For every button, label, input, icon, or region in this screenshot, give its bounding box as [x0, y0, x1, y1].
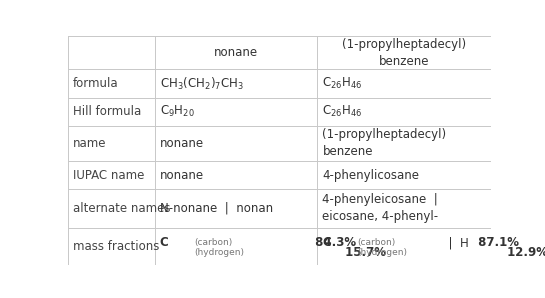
Text: (1-propylheptadecyl)
benzene: (1-propylheptadecyl) benzene — [342, 38, 466, 68]
Text: $\mathregular{C_{26}H_{46}}$: $\mathregular{C_{26}H_{46}}$ — [323, 76, 362, 91]
Text: IUPAC name: IUPAC name — [73, 169, 144, 181]
Text: 84.3%: 84.3% — [311, 236, 356, 249]
Text: |  H: | H — [440, 236, 468, 249]
Text: name: name — [73, 137, 107, 150]
Text: (hydrogen): (hydrogen) — [357, 248, 407, 257]
Text: (hydrogen): (hydrogen) — [195, 248, 245, 257]
Text: mass fractions: mass fractions — [73, 240, 160, 253]
Text: $\mathregular{C_{26}H_{46}}$: $\mathregular{C_{26}H_{46}}$ — [323, 104, 362, 119]
Text: $\mathregular{CH_3(CH_2)_7CH_3}$: $\mathregular{CH_3(CH_2)_7CH_3}$ — [160, 75, 244, 91]
Text: nonane: nonane — [160, 137, 204, 150]
Text: alternate names: alternate names — [73, 202, 171, 215]
Text: (carbon): (carbon) — [357, 238, 395, 247]
Text: 4-phenyleicosane  |
eicosane, 4-phenyl-: 4-phenyleicosane | eicosane, 4-phenyl- — [323, 193, 439, 223]
Text: $\mathregular{C_9H_{20}}$: $\mathregular{C_9H_{20}}$ — [160, 104, 195, 119]
Text: (carbon): (carbon) — [195, 238, 233, 247]
Text: 12.9%: 12.9% — [503, 246, 545, 259]
Text: Hill formula: Hill formula — [73, 105, 142, 118]
Text: nonane: nonane — [214, 46, 258, 59]
Text: (1-propylheptadecyl)
benzene: (1-propylheptadecyl) benzene — [323, 128, 446, 158]
Text: 4-phenylicosane: 4-phenylicosane — [323, 169, 420, 181]
Text: C: C — [160, 236, 168, 249]
Text: C: C — [323, 236, 331, 249]
Text: 15.7%: 15.7% — [341, 246, 386, 259]
Text: formula: formula — [73, 77, 119, 90]
Text: 87.1%: 87.1% — [474, 236, 519, 249]
Text: N-nonane  |  nonan: N-nonane | nonan — [160, 202, 273, 215]
Text: nonane: nonane — [160, 169, 204, 181]
